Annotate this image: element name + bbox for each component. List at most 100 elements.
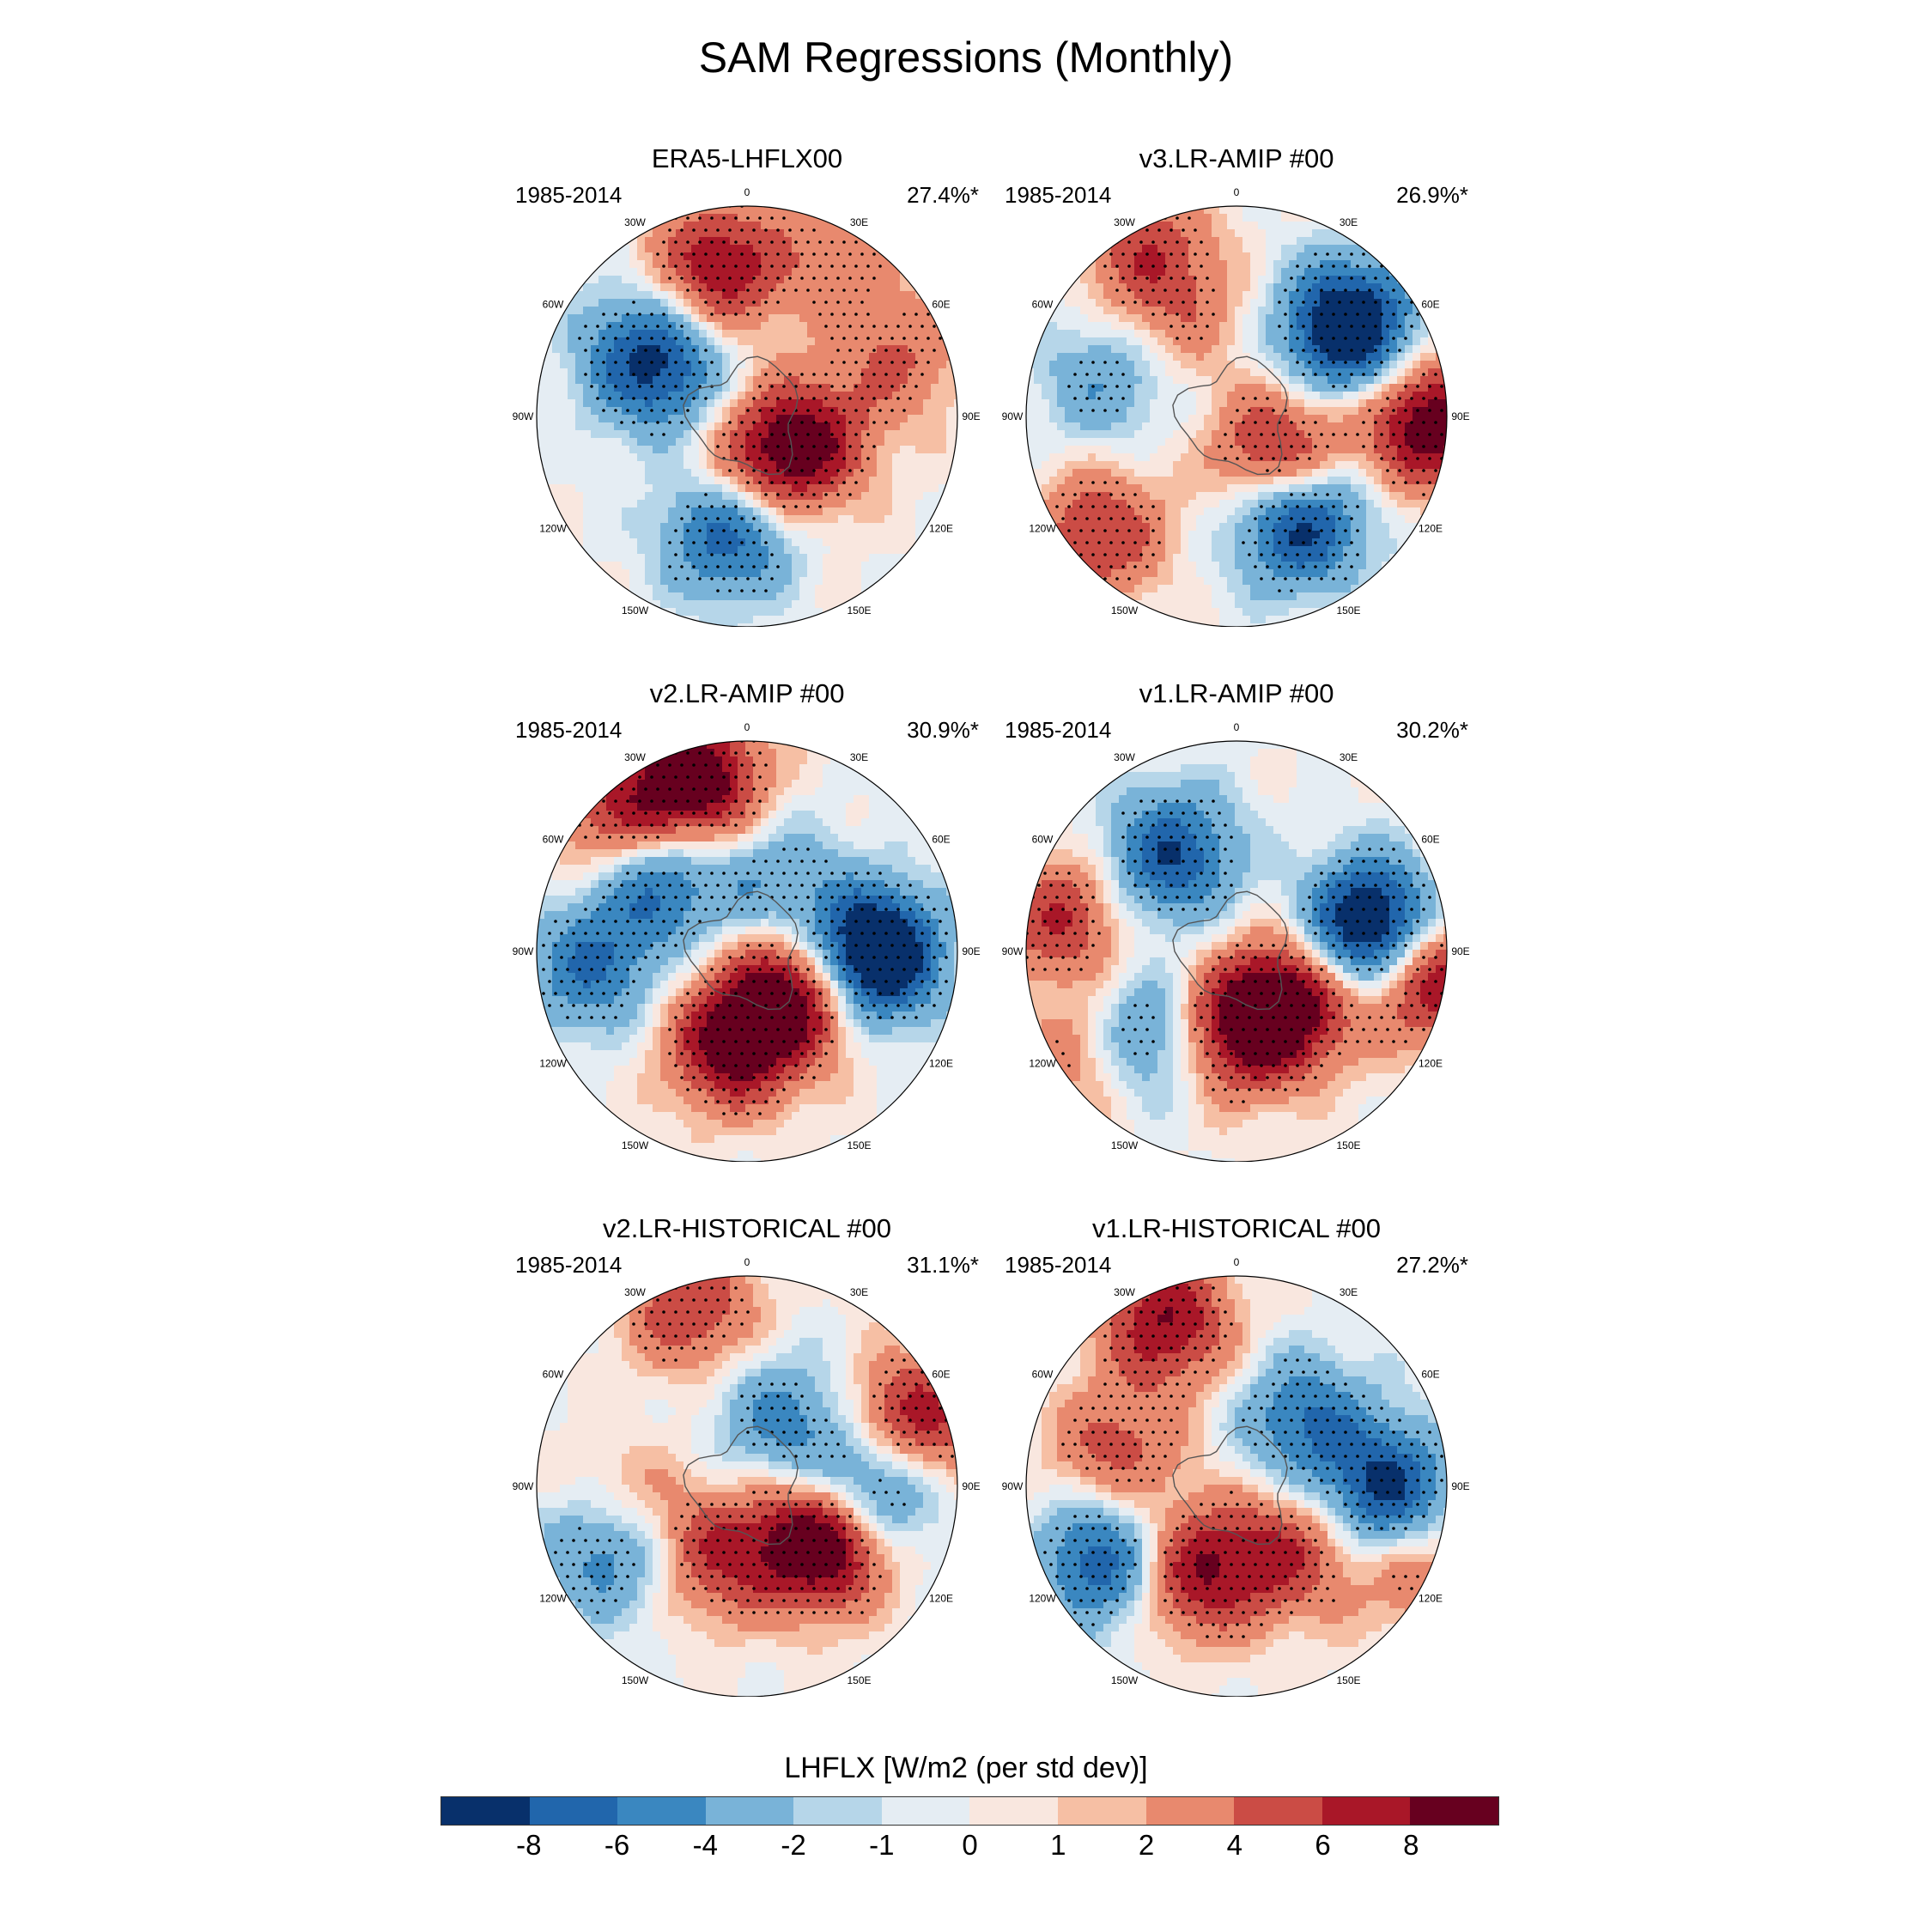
panel-explained-variance: 27.4%* — [907, 182, 979, 209]
polar-map: 030E60E90E120E150E180150W120W90W60W30W — [513, 1256, 981, 1697]
panel-explained-variance: 26.9%* — [1396, 182, 1468, 209]
longitude-label: 120W — [1029, 1593, 1056, 1605]
longitude-label: 150W — [622, 605, 649, 617]
longitude-label: 30E — [1340, 216, 1358, 228]
longitude-label: 150E — [847, 605, 871, 617]
longitude-label: 90E — [962, 410, 980, 422]
longitude-label: 60W — [543, 1369, 564, 1381]
polar-map: 030E60E90E120E150E180150W120W90W60W30W — [513, 721, 981, 1162]
polar-map: 030E60E90E120E150E180150W120W90W60W30W — [513, 186, 981, 627]
longitude-label: 120W — [539, 523, 567, 535]
panel-title: v1.LR-AMIP #00 — [970, 678, 1503, 709]
colorbar-swatch — [1410, 1797, 1498, 1825]
longitude-label: 90W — [1002, 945, 1024, 957]
longitude-label: 60W — [543, 834, 564, 846]
longitude-label: 120E — [929, 1058, 953, 1070]
longitude-label: 90W — [513, 945, 534, 957]
colorbar-tick-label: -2 — [781, 1829, 805, 1862]
longitude-label: 30E — [850, 1286, 868, 1298]
longitude-label: 120E — [929, 1593, 953, 1605]
colorbar-swatch — [1321, 1797, 1411, 1825]
longitude-label: 0 — [744, 186, 750, 198]
longitude-label: 30W — [1114, 216, 1135, 228]
longitude-label: 120E — [1419, 523, 1443, 535]
panel-explained-variance: 27.2%* — [1396, 1252, 1468, 1279]
longitude-label: 150W — [1111, 1674, 1139, 1686]
figure-title: SAM Regressions (Monthly) — [0, 33, 1932, 82]
longitude-label: 30E — [1340, 751, 1358, 763]
map-panel: v1.LR-AMIP #00 1985-2014 30.2%* 0 30E 60E 9… — [970, 678, 1503, 1162]
longitude-label: 90W — [1002, 410, 1024, 422]
colorbar-tick-label: 0 — [962, 1829, 977, 1862]
panel-period: 1985-2014 — [515, 717, 622, 744]
map-panel: v2.LR-AMIP #00 1985-2014 30.9%* 0 30E 60E 9… — [481, 678, 1013, 1162]
longitude-label: 30E — [850, 216, 868, 228]
polar-map: 030E60E90E120E150E180150W120W90W60W30W — [1002, 721, 1470, 1162]
panel-period: 1985-2014 — [515, 1252, 622, 1279]
longitude-label: 60E — [932, 834, 950, 846]
colorbar — [440, 1796, 1499, 1826]
colorbar-tick-label: -6 — [605, 1829, 629, 1862]
colorbar-tick-label: -4 — [693, 1829, 718, 1862]
colorbar-swatch — [969, 1797, 1059, 1825]
longitude-label: 60W — [543, 299, 564, 311]
longitude-label: 120W — [539, 1058, 567, 1070]
longitude-label: 60E — [932, 1369, 950, 1381]
panel-period: 1985-2014 — [515, 182, 622, 209]
panel-title: v1.LR-HISTORICAL #00 — [970, 1213, 1503, 1244]
colorbar-swatch — [529, 1797, 618, 1825]
map-panel: v2.LR-HISTORICAL #00 1985-2014 31.1%* 0 3… — [481, 1213, 1013, 1697]
colorbar-tick-label: 6 — [1315, 1829, 1330, 1862]
panel-title: v3.LR-AMIP #00 — [970, 143, 1503, 174]
longitude-label: 30E — [850, 751, 868, 763]
colorbar-swatch — [441, 1797, 530, 1825]
colorbar-tick-label: -8 — [516, 1829, 541, 1862]
longitude-label: 120W — [1029, 523, 1056, 535]
longitude-label: 30E — [1340, 1286, 1358, 1298]
panel-title: v2.LR-AMIP #00 — [481, 678, 1013, 709]
map-panel: ERA5-LHFLX00 1985-2014 27.4%* 0 30E 60E 90E… — [481, 143, 1013, 627]
longitude-label: 120E — [1419, 1593, 1443, 1605]
colorbar-title: LHFLX [W/m2 (per std dev)] — [0, 1752, 1932, 1785]
panel-title: v2.LR-HISTORICAL #00 — [481, 1213, 1013, 1244]
longitude-label: 150E — [1336, 1139, 1360, 1151]
longitude-label: 120W — [539, 1593, 567, 1605]
colorbar-swatch — [705, 1797, 794, 1825]
longitude-label: 150W — [622, 1139, 649, 1151]
longitude-label: 150W — [622, 1674, 649, 1686]
longitude-label: 90E — [1451, 945, 1469, 957]
panel-explained-variance: 30.9%* — [907, 717, 979, 744]
polar-map: 030E60E90E120E150E180150W120W90W60W30W — [1002, 1256, 1470, 1697]
longitude-label: 90W — [513, 410, 534, 422]
longitude-label: 60E — [1421, 299, 1439, 311]
longitude-label: 30W — [1114, 751, 1135, 763]
longitude-label: 30W — [1114, 1286, 1135, 1298]
longitude-label: 0 — [744, 721, 750, 733]
panel-period: 1985-2014 — [1005, 717, 1111, 744]
longitude-label: 120W — [1029, 1058, 1056, 1070]
longitude-label: 30W — [624, 751, 646, 763]
map-panel: v3.LR-AMIP #00 1985-2014 26.9%* 0 30E 60E 9… — [970, 143, 1503, 627]
longitude-label: 150W — [1111, 605, 1139, 617]
longitude-label: 90E — [962, 1480, 980, 1492]
panel-period: 1985-2014 — [1005, 1252, 1111, 1279]
longitude-label: 30W — [624, 1286, 646, 1298]
panel-explained-variance: 30.2%* — [1396, 717, 1468, 744]
longitude-label: 60W — [1032, 834, 1054, 846]
longitude-label: 60E — [1421, 1369, 1439, 1381]
panel-explained-variance: 31.1%* — [907, 1252, 979, 1279]
longitude-label: 90E — [1451, 1480, 1469, 1492]
colorbar-tick-label: 8 — [1403, 1829, 1419, 1862]
polar-map: 030E60E90E120E150E180150W120W90W60W30W — [1002, 186, 1470, 627]
longitude-label: 0 — [744, 1256, 750, 1268]
longitude-label: 90W — [1002, 1480, 1024, 1492]
longitude-label: 0 — [1234, 1256, 1240, 1268]
longitude-label: 150E — [1336, 1674, 1360, 1686]
colorbar-swatch — [1234, 1797, 1322, 1825]
longitude-label: 60E — [932, 299, 950, 311]
longitude-label: 150W — [1111, 1139, 1139, 1151]
colorbar-swatch — [617, 1797, 706, 1825]
longitude-label: 150E — [847, 1139, 871, 1151]
colorbar-swatch — [1058, 1797, 1146, 1825]
longitude-label: 0 — [1234, 721, 1240, 733]
